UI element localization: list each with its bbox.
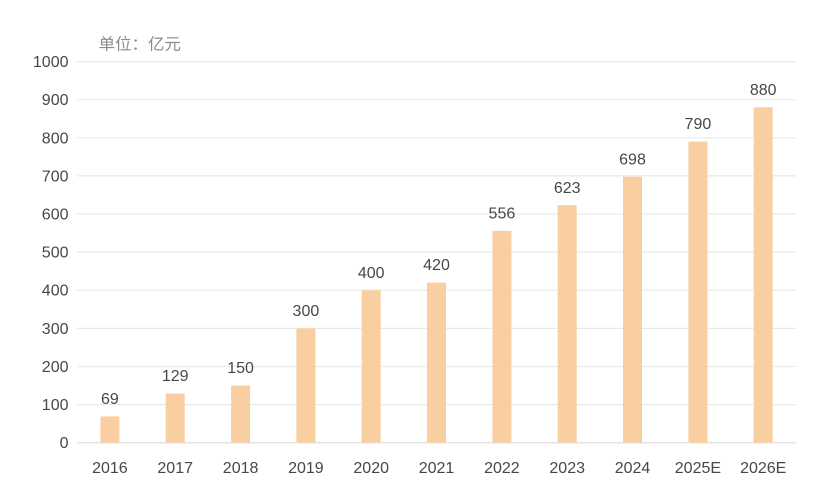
svg-text:2019: 2019 xyxy=(288,460,324,477)
svg-text:2026E: 2026E xyxy=(740,460,786,477)
svg-text:150: 150 xyxy=(227,360,254,377)
svg-text:420: 420 xyxy=(423,257,450,274)
svg-text:556: 556 xyxy=(489,205,516,222)
svg-text:880: 880 xyxy=(750,82,777,99)
svg-text:600: 600 xyxy=(42,207,69,224)
svg-text:2018: 2018 xyxy=(223,460,259,477)
svg-text:623: 623 xyxy=(554,180,581,197)
svg-text:400: 400 xyxy=(358,265,385,282)
svg-text:69: 69 xyxy=(101,391,119,408)
svg-text:500: 500 xyxy=(42,245,69,262)
svg-text:800: 800 xyxy=(42,130,69,147)
svg-text:200: 200 xyxy=(42,359,69,376)
svg-text:1000: 1000 xyxy=(33,54,69,71)
svg-text:400: 400 xyxy=(42,283,69,300)
svg-text:790: 790 xyxy=(685,116,712,133)
svg-text:100: 100 xyxy=(42,397,69,414)
svg-text:2016: 2016 xyxy=(92,460,128,477)
svg-text:2017: 2017 xyxy=(157,460,193,477)
svg-text:2025E: 2025E xyxy=(675,460,721,477)
svg-text:700: 700 xyxy=(42,168,69,185)
svg-text:2020: 2020 xyxy=(353,460,389,477)
svg-text:300: 300 xyxy=(293,303,320,320)
svg-text:900: 900 xyxy=(42,92,69,109)
svg-text:698: 698 xyxy=(619,151,646,168)
svg-text:129: 129 xyxy=(162,368,189,385)
svg-text:2022: 2022 xyxy=(484,460,520,477)
svg-text:2021: 2021 xyxy=(419,460,455,477)
svg-text:2024: 2024 xyxy=(615,460,651,477)
svg-text:2023: 2023 xyxy=(549,460,585,477)
svg-text:300: 300 xyxy=(42,321,69,338)
svg-text:0: 0 xyxy=(60,435,69,452)
